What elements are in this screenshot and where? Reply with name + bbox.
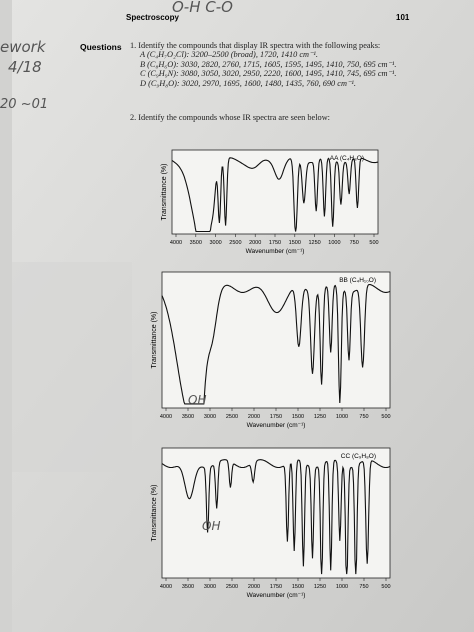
y-axis-label: Transmittance (%) bbox=[151, 485, 158, 542]
peak-item: B (C₈H₆O): 3030, 2820, 2760, 1715, 1605,… bbox=[140, 59, 397, 69]
x-tick-label: 1000 bbox=[328, 240, 340, 246]
handwriting: ework bbox=[0, 38, 47, 56]
x-axis-label: Wavenumber (cm⁻¹) bbox=[247, 592, 306, 599]
x-tick-label: 2500 bbox=[229, 240, 241, 246]
peak-item: A (C₄H₇O₂Cl): 3200–2500 (broad), 1720, 1… bbox=[140, 50, 318, 60]
x-tick-label: 1250 bbox=[308, 240, 320, 246]
x-tick-label: 2500 bbox=[226, 414, 238, 420]
spectrum-trace bbox=[161, 283, 391, 405]
spectrum-label: AA (C₄H₈O) bbox=[330, 155, 364, 162]
x-tick-label: 4000 bbox=[160, 584, 172, 590]
page-edge bbox=[0, 0, 12, 632]
questions-label: Questions bbox=[80, 42, 122, 52]
x-tick-label: 500 bbox=[381, 584, 390, 590]
ir-spectrum: AA (C₄H₈O) Transmittance (%) Wavenumber (c… bbox=[161, 149, 379, 255]
page-number: 101 bbox=[396, 13, 410, 22]
spectrum-label: BB (C₄H₁₀O) bbox=[339, 277, 376, 284]
x-tick-label: 750 bbox=[359, 414, 368, 420]
x-tick-label: 1000 bbox=[336, 584, 348, 590]
question-2: 2. Identify the compounds whose IR spect… bbox=[130, 113, 330, 122]
ir-spectrum: BB (C₄H₁₀O) Transmittance (%) Wavenumber (… bbox=[151, 271, 391, 429]
section-title: Spectroscopy bbox=[126, 13, 179, 22]
x-tick-label: 1750 bbox=[270, 584, 282, 590]
plot-frame bbox=[171, 149, 379, 235]
x-tick-label: 4000 bbox=[160, 414, 172, 420]
x-tick-label: 3500 bbox=[182, 414, 194, 420]
handwriting: OH bbox=[202, 519, 220, 533]
x-tick-label: 1500 bbox=[292, 584, 304, 590]
question-1: 1. Identify the compounds that display I… bbox=[130, 41, 400, 88]
plot-frame bbox=[161, 447, 391, 579]
x-tick-label: 1500 bbox=[289, 240, 301, 246]
x-tick-label: 3000 bbox=[204, 584, 216, 590]
ir-spectrum: CC (C₉H₈O) Transmittance (%) Wavenumber (c… bbox=[151, 447, 391, 599]
x-tick-label: 1250 bbox=[314, 584, 326, 590]
x-tick-label: 750 bbox=[350, 240, 359, 246]
x-tick-label: 750 bbox=[359, 584, 368, 590]
x-tick-label: 2000 bbox=[248, 584, 260, 590]
peak-item: C (C₉H₉N): 3080, 3050, 3020, 2950, 2220,… bbox=[140, 69, 397, 79]
x-tick-label: 500 bbox=[369, 240, 378, 246]
x-tick-label: 1750 bbox=[270, 414, 282, 420]
handwriting: 20 ~01 bbox=[0, 97, 48, 112]
y-axis-label: Transmittance (%) bbox=[151, 312, 158, 369]
x-axis-label: Wavenumber (cm⁻¹) bbox=[247, 422, 306, 429]
x-tick-label: 1250 bbox=[314, 414, 326, 420]
peak-item: D (C₉H₈O): 3020, 2970, 1695, 1600, 1480,… bbox=[140, 78, 356, 88]
handwriting: OH bbox=[188, 393, 206, 407]
x-tick-label: 1750 bbox=[269, 240, 281, 246]
x-tick-label: 3000 bbox=[204, 414, 216, 420]
x-tick-label: 3500 bbox=[190, 240, 202, 246]
x-tick-label: 1500 bbox=[292, 414, 304, 420]
handwriting: 4/18 bbox=[8, 58, 42, 76]
spectrum-trace bbox=[161, 459, 391, 575]
x-tick-label: 500 bbox=[381, 414, 390, 420]
handwriting: O-H C-O bbox=[172, 0, 233, 16]
x-tick-label: 2000 bbox=[249, 240, 261, 246]
x-tick-label: 2000 bbox=[248, 414, 260, 420]
x-tick-label: 3500 bbox=[182, 584, 194, 590]
y-axis-label: Transmittance (%) bbox=[161, 164, 168, 221]
x-axis-label: Wavenumber (cm⁻¹) bbox=[246, 248, 305, 255]
x-tick-label: 2500 bbox=[226, 584, 238, 590]
x-tick-label: 3000 bbox=[209, 240, 221, 246]
spectrum-trace bbox=[171, 157, 379, 233]
x-tick-label: 4000 bbox=[170, 240, 182, 246]
question-1-box: 1. Identify the compounds that display I… bbox=[130, 41, 400, 88]
x-tick-label: 1000 bbox=[336, 414, 348, 420]
spectrum-label: CC (C₉H₈O) bbox=[341, 453, 376, 460]
show-through bbox=[12, 262, 132, 472]
plot-frame bbox=[161, 271, 391, 409]
figures: AA (C₄H₈O) Transmittance (%) Wavenumber (c… bbox=[151, 149, 391, 599]
question-text: 1. Identify the compounds that display I… bbox=[130, 41, 381, 50]
